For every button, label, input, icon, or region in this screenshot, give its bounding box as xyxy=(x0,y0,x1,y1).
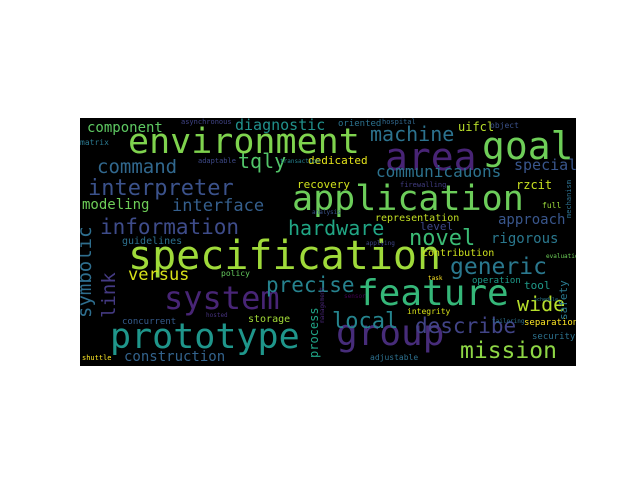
word-cloud: environment area goal application specif… xyxy=(80,118,576,366)
word-guidelines: guidelines xyxy=(122,236,183,247)
word-information: information xyxy=(100,215,240,239)
word-area: area xyxy=(385,135,477,179)
word-schedule: schedule xyxy=(534,297,559,303)
word-prototype: prototype xyxy=(110,317,300,357)
word-adjustable: adjustable xyxy=(370,353,419,362)
word-rigorous: rigorous xyxy=(491,231,559,247)
word-approach: approach xyxy=(498,212,566,228)
word-component: component xyxy=(87,120,163,136)
word-transaction: transaction xyxy=(280,158,320,165)
word-safety: safety xyxy=(557,280,570,320)
word-oriented: oriented xyxy=(338,119,382,129)
word-applying: applying xyxy=(366,240,395,247)
word-special: special xyxy=(514,156,576,174)
word-hospital: hospital xyxy=(382,118,416,126)
word-sensor: sensor xyxy=(344,293,366,300)
word-asynchronous: asynchronous xyxy=(181,118,232,126)
word-novel: novel xyxy=(409,226,476,251)
word-operation: operation xyxy=(472,276,521,286)
word-generic: generic xyxy=(450,254,547,280)
word-hardware: hardware xyxy=(288,216,385,240)
word-symbolic: symbolic xyxy=(80,226,96,318)
word-feature: feature xyxy=(357,273,509,314)
word-storage: storage xyxy=(248,314,291,325)
word-uifcl: uifcl xyxy=(458,120,495,134)
word-separation: separation xyxy=(524,318,576,328)
word-full: full xyxy=(542,201,562,210)
word-task: task xyxy=(428,275,443,282)
word-system: system xyxy=(164,279,280,317)
word-rzcit: rzcit xyxy=(516,178,553,192)
word-firewalling: firewalling xyxy=(400,181,447,189)
word-integrity: integrity xyxy=(407,307,451,316)
word-group: group xyxy=(336,313,445,354)
word-environment: environment xyxy=(128,122,360,162)
word-security: security xyxy=(532,332,576,342)
word-recovery: recovery xyxy=(297,178,350,191)
word-modeling: modeling xyxy=(82,197,150,213)
word-link: link xyxy=(98,272,120,318)
word-wide: wide xyxy=(517,292,566,316)
word-versus: versus xyxy=(128,265,190,285)
word-goal: goal xyxy=(482,124,574,168)
word-machine: machine xyxy=(370,122,455,146)
word-tqly: tqly xyxy=(238,149,287,173)
word-mission: mission xyxy=(460,338,557,364)
word-interpreter: interpreter xyxy=(88,176,234,201)
word-precise: precise xyxy=(266,273,355,297)
word-policy: policy xyxy=(221,269,250,278)
word-local: local xyxy=(332,309,399,334)
word-adaptable: adaptable xyxy=(198,157,236,165)
word-application: application xyxy=(292,179,524,219)
word-contribution: contribution xyxy=(422,248,495,259)
word-evaluation: evaluation xyxy=(546,253,576,260)
word-representation: representation xyxy=(375,213,460,224)
word-diagnostic: diagnostic xyxy=(235,118,326,134)
word-management: management xyxy=(319,286,326,323)
word-communicauons: communicauons xyxy=(376,162,502,181)
word-mechanism: mechanism xyxy=(565,180,573,218)
word-interface: interface xyxy=(172,196,265,216)
word-level: level xyxy=(420,220,454,233)
word-matrix: matrix xyxy=(80,138,109,147)
word-command: command xyxy=(97,156,178,178)
word-hosted: hosted xyxy=(206,312,228,319)
word-tool: tool xyxy=(524,279,551,292)
word-construction: construction xyxy=(124,349,226,365)
word-concurrent: concurrent xyxy=(122,317,177,327)
word-dedicated: dedicated xyxy=(308,154,368,167)
word-object: object xyxy=(490,121,519,130)
word-describe: describe xyxy=(415,314,517,338)
word-shuttle: shuttle xyxy=(82,354,112,362)
word-analysis: analysis xyxy=(312,209,341,216)
word-specification: specification xyxy=(128,233,442,279)
word-tailoring: tailoring xyxy=(492,318,525,325)
